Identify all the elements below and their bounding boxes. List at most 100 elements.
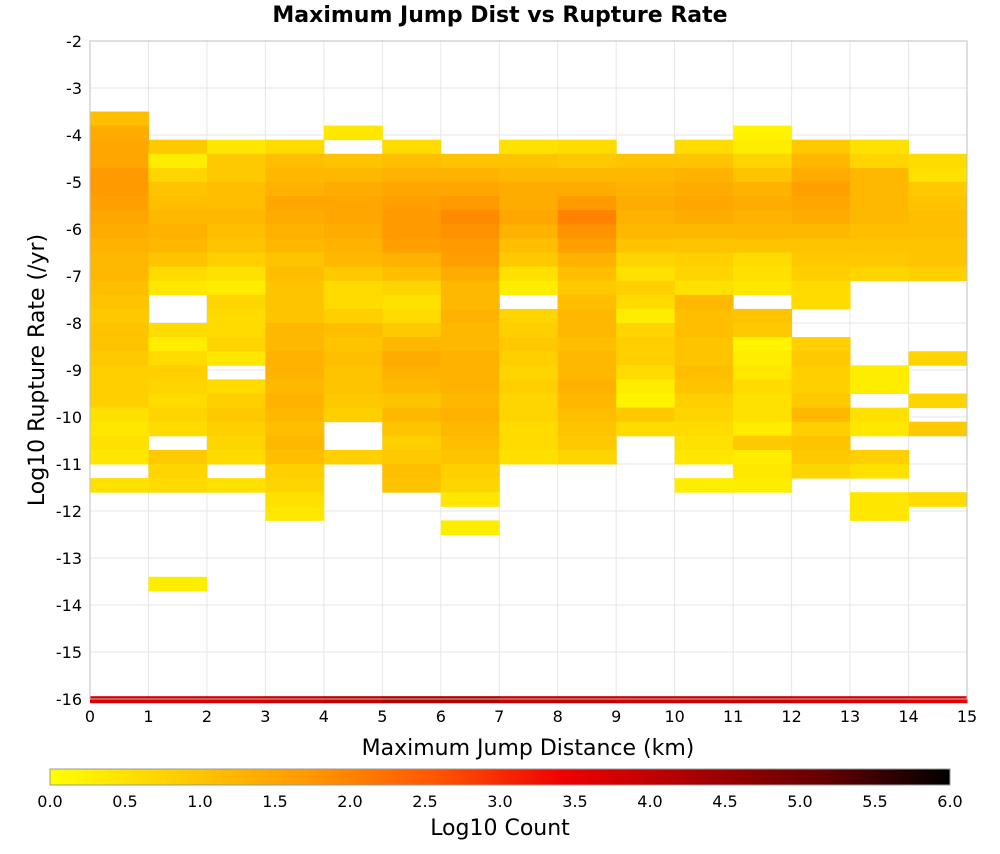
heatmap-cell (557, 393, 617, 409)
heatmap-cell (733, 224, 793, 239)
x-tick-label: 12 (781, 707, 801, 726)
heatmap-cell (499, 252, 559, 268)
heatmap-cell (90, 337, 149, 352)
heatmap-cell (733, 238, 793, 253)
heatmap-cell (616, 379, 676, 394)
colorbar-tick-label: 4.5 (712, 792, 737, 811)
heatmap-cell (206, 351, 266, 366)
heatmap-cell (557, 280, 617, 296)
heatmap-cell (206, 421, 266, 437)
heatmap-cell (323, 449, 383, 465)
heatmap-cell (791, 379, 851, 394)
heatmap-cell (850, 167, 910, 183)
heatmap-cell (206, 294, 266, 310)
heatmap-cell (733, 210, 793, 225)
heatmap-cell (733, 323, 793, 338)
heatmap-cell (674, 238, 734, 253)
heatmap-cell (557, 407, 617, 423)
heatmap-cell (850, 506, 910, 521)
heatmap-cells (90, 111, 968, 704)
x-tick-label: 2 (202, 707, 212, 726)
heatmap-cell (499, 365, 559, 380)
heatmap-cell (265, 167, 325, 183)
heatmap-cell (206, 280, 266, 296)
heatmap-cell (148, 449, 208, 465)
heatmap-cell (382, 280, 442, 296)
heatmap-cell (148, 365, 208, 380)
x-tick-label: 10 (664, 707, 684, 726)
heatmap-cell (557, 308, 617, 324)
heatmap-cell (90, 393, 149, 409)
heatmap-cell (206, 252, 266, 268)
heatmap-cell (440, 492, 500, 507)
colorbar-tick-label: 2.0 (337, 792, 362, 811)
x-tick-label: 1 (143, 707, 153, 726)
y-tick-label: -12 (56, 502, 82, 521)
heatmap-cell (90, 111, 149, 127)
heatmap-cell (440, 153, 500, 169)
heatmap-cell (148, 464, 208, 479)
heatmap-cell (850, 139, 910, 155)
heatmap-cell (382, 252, 442, 268)
heatmap-cell (440, 196, 500, 211)
heatmap-cell (265, 266, 325, 282)
heatmap-cell (557, 351, 617, 366)
heatmap-cell (674, 393, 734, 409)
heatmap-cell (440, 337, 500, 352)
heatmap-cell (791, 407, 851, 423)
x-tick-labels: 0 1 2 3 4 5 6 7 8 9 10 11 12 13 14 15 (85, 707, 977, 726)
bottom-band-cell (206, 696, 266, 704)
heatmap-cell (382, 435, 442, 451)
colorbar-tick-label: 1.0 (187, 792, 212, 811)
heatmap-cell (850, 182, 910, 197)
heatmap-cell (148, 478, 208, 493)
heatmap-cell (148, 323, 208, 338)
heatmap-cell (557, 365, 617, 380)
colorbar-tick-label: 5.0 (787, 792, 812, 811)
heatmap-cell (908, 421, 968, 437)
heatmap-cell (499, 393, 559, 409)
heatmap-cell (616, 182, 676, 197)
heatmap-cell (265, 449, 325, 465)
heatmap-cell (850, 421, 910, 437)
heatmap-cell (90, 435, 149, 451)
heatmap-cell (674, 421, 734, 437)
heatmap-cell (499, 323, 559, 338)
heatmap-cell (733, 252, 793, 268)
heatmap-cell (850, 153, 910, 169)
heatmap-cell (148, 139, 208, 155)
x-tick-label: 0 (85, 707, 95, 726)
heatmap-cell (148, 280, 208, 296)
x-tick-label: 8 (553, 707, 563, 726)
heatmap-cell (791, 182, 851, 197)
bottom-band-cell (382, 696, 442, 704)
heatmap-cell (557, 266, 617, 282)
y-tick-label: -3 (66, 79, 82, 98)
heatmap-cell (850, 210, 910, 225)
heatmap-cell (791, 421, 851, 437)
heatmap-cell (616, 365, 676, 380)
heatmap-cell (499, 435, 559, 451)
heatmap-cell (908, 153, 968, 169)
colorbar-tick-label: 0.0 (37, 792, 62, 811)
heatmap-cell (791, 280, 851, 296)
heatmap-cell (674, 182, 734, 197)
heatmap-cell (557, 252, 617, 268)
heatmap-cell (733, 153, 793, 169)
y-tick-label: -2 (66, 32, 82, 51)
x-tick-label: 3 (260, 707, 270, 726)
colorbar-label: Log10 Count (430, 816, 570, 841)
heatmap-cell (674, 280, 734, 296)
heatmap-cell (440, 280, 500, 296)
heatmap-cell (382, 351, 442, 366)
heatmap-cell (557, 323, 617, 338)
heatmap-cell (206, 449, 266, 465)
heatmap-cell (206, 238, 266, 253)
heatmap-cell (557, 153, 617, 169)
heatmap-cell (323, 294, 383, 310)
bottom-band-cell (499, 696, 559, 704)
x-tick-label: 7 (494, 707, 504, 726)
bottom-band-cell (265, 696, 325, 704)
heatmap-cell (265, 238, 325, 253)
